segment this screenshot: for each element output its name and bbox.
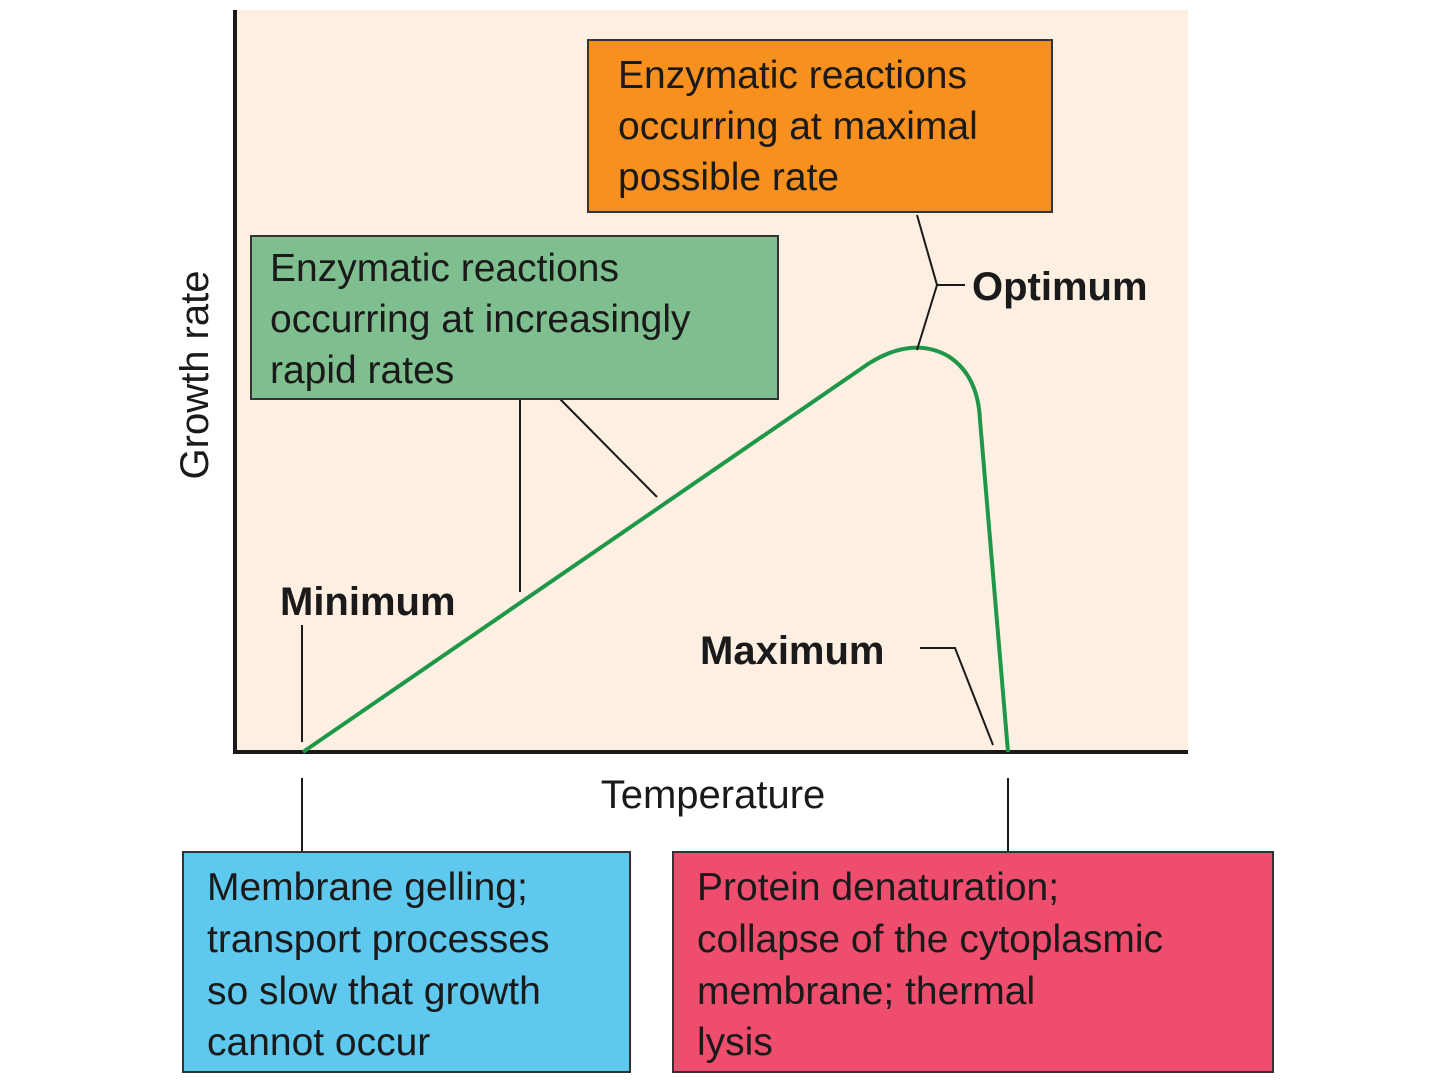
x-axis-label: Temperature [601, 773, 826, 817]
svg-text:Protein denaturation;: Protein denaturation; [697, 866, 1059, 909]
svg-text:rapid rates: rapid rates [270, 349, 454, 392]
svg-text:occurring at increasingly: occurring at increasingly [270, 298, 691, 341]
rising-box: Enzymatic reactions occurring at increas… [250, 235, 779, 400]
svg-text:membrane; thermal: membrane; thermal [697, 970, 1035, 1013]
svg-text:cannot occur: cannot occur [207, 1021, 430, 1064]
svg-text:transport processes: transport processes [207, 918, 550, 961]
y-axis-label: Growth rate [173, 271, 217, 480]
svg-text:Membrane gelling;: Membrane gelling; [207, 866, 528, 909]
svg-text:Enzymatic reactions: Enzymatic reactions [270, 247, 619, 290]
svg-text:Enzymatic reactions: Enzymatic reactions [618, 54, 967, 97]
growth-curve [301, 345, 1010, 754]
maximum-leader [920, 647, 994, 746]
maximum-box: Protein denaturation; collapse of the cy… [672, 851, 1274, 1073]
optimum-box: Enzymatic reactions occurring at maximal… [587, 39, 1053, 213]
optimum-label: Optimum [972, 265, 1148, 309]
svg-text:possible rate: possible rate [618, 156, 839, 199]
minimum-box: Membrane gelling; transport processes so… [182, 851, 631, 1073]
svg-text:occurring at maximal: occurring at maximal [618, 105, 978, 148]
svg-text:so slow that growth: so slow that growth [207, 970, 541, 1013]
svg-text:collapse of the cytoplasmic: collapse of the cytoplasmic [697, 918, 1163, 961]
svg-text:lysis: lysis [697, 1021, 773, 1064]
leader-lines [301, 214, 1009, 852]
rising-leader-2 [559, 398, 658, 498]
maximum-label: Maximum [700, 629, 885, 673]
minimum-label: Minimum [280, 580, 456, 624]
